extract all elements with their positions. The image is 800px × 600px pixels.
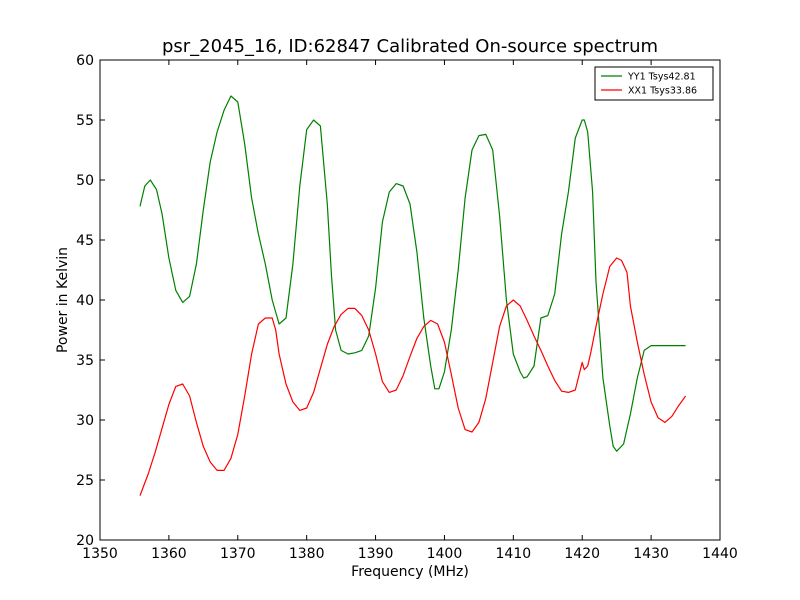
- legend: YY1 Tsys42.81 XX1 Tsys33.86: [594, 66, 714, 101]
- x-tick-label: 1380: [289, 546, 325, 562]
- y-tick-label: 55: [76, 113, 94, 129]
- y-tick-label: 25: [76, 473, 94, 489]
- y-axis-label: Power in Kelvin: [55, 247, 71, 353]
- y-tick-label: 35: [76, 353, 94, 369]
- x-tick-label: 1350: [82, 546, 118, 562]
- plot-area: 1350 1360 1370 1380 1390 1400 1410 1420 1430 1440…: [76, 53, 738, 562]
- y-tick-label: 30: [76, 413, 94, 429]
- y-tick-label: 40: [76, 293, 94, 309]
- x-tick-label: 1440: [702, 546, 738, 562]
- chart-title: psr_2045_16, ID:62847 Calibrated On-sour…: [162, 36, 658, 57]
- x-tick-label: 1400: [427, 546, 463, 562]
- legend-entry: YY1 Tsys42.81: [627, 72, 696, 83]
- y-tick-label: 20: [76, 533, 94, 549]
- legend-box: [594, 66, 714, 101]
- x-tick-label: 1430: [633, 546, 669, 562]
- x-tick-label: 1360: [151, 546, 187, 562]
- x-tick-label: 1420: [564, 546, 600, 562]
- legend-entry: XX1 Tsys33.86: [628, 86, 697, 97]
- series-line-yy1: [139, 95, 686, 452]
- x-tick-label: 1410: [496, 546, 532, 562]
- series-line-xx1: [139, 257, 687, 496]
- x-tick-label: 1370: [220, 546, 256, 562]
- y-tick-label: 60: [76, 53, 94, 69]
- y-tick-label: 45: [76, 233, 94, 249]
- y-tick-label: 50: [76, 173, 94, 189]
- x-tick-label: 1390: [358, 546, 394, 562]
- x-axis-label: Frequency (MHz): [351, 564, 469, 580]
